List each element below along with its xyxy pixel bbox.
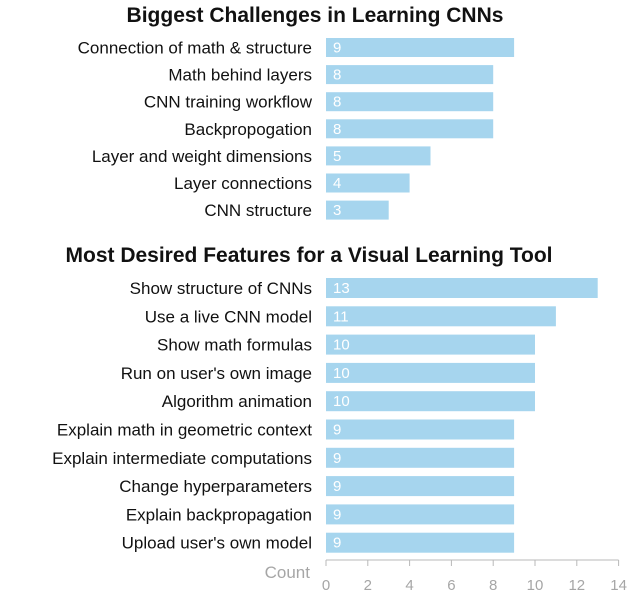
- chart-2-category-label: Algorithm animation: [162, 392, 312, 411]
- chart-2-bar: [326, 532, 515, 553]
- chart-1-value-label: 4: [333, 175, 341, 192]
- chart-2-bar: [326, 278, 598, 298]
- chart-2-bar: [326, 476, 515, 497]
- chart-2-bar: [326, 306, 556, 327]
- chart-2-bar: [326, 362, 535, 383]
- chart-1-category-label: Backpropogation: [184, 120, 312, 139]
- chart-2-value-label: 11: [333, 308, 349, 325]
- x-tick-label: 6: [447, 577, 455, 594]
- chart-2-value-label: 9: [333, 422, 341, 439]
- chart-1-bar: [326, 173, 410, 193]
- chart-2-plot: Show structure of CNNs 13 Use a live CNN m…: [52, 278, 598, 553]
- chart-1-category-label: Layer connections: [174, 174, 312, 193]
- chart-1-category-label: CNN structure: [204, 201, 312, 220]
- chart-1-value-label: 8: [333, 121, 341, 138]
- chart-2-value-label: 10: [333, 337, 350, 354]
- chart-2-bar: [326, 419, 515, 440]
- x-axis: Count 0 2 4 6 8 10 12 14: [265, 559, 627, 594]
- chart-2-value-label: 10: [333, 393, 350, 410]
- chart-1-value-label: 8: [333, 67, 341, 84]
- chart-2-category-label: Upload user's own model: [122, 534, 312, 553]
- chart-1-plot: Connection of math & structure 9 Math behi…: [78, 38, 515, 220]
- chart-2-value-label: 10: [333, 365, 350, 382]
- chart-2-bar: [326, 391, 535, 412]
- x-tick-label: 10: [527, 577, 544, 594]
- chart-2-category-label: Change hyperparameters: [119, 477, 312, 496]
- chart-1-title: Biggest Challenges in Learning CNNs: [127, 4, 504, 27]
- x-tick-label: 2: [364, 577, 372, 594]
- chart-1-bar: [326, 38, 515, 57]
- x-tick-label: 4: [405, 577, 413, 594]
- chart-2-value-label: 9: [333, 478, 341, 495]
- chart-1-category-label: Layer and weight dimensions: [92, 147, 312, 166]
- chart-2-value-label: 9: [333, 535, 341, 552]
- chart-1-value-label: 5: [333, 148, 341, 165]
- chart-2-category-label: Show math formulas: [157, 336, 312, 355]
- chart-1-bar: [326, 65, 494, 85]
- chart-2-category-label: Run on user's own image: [121, 364, 312, 383]
- x-tick-label: 12: [568, 577, 585, 594]
- chart-2-value-label: 9: [333, 506, 341, 523]
- chart-2-bar: [326, 334, 535, 355]
- chart-1-category-label: CNN training workflow: [144, 93, 313, 112]
- x-tick-label: 14: [610, 577, 627, 594]
- x-tick-label: 0: [322, 577, 330, 594]
- chart-1-bar: [326, 119, 494, 139]
- chart-2-category-label: Show structure of CNNs: [130, 279, 312, 298]
- chart-2-bar: [326, 504, 515, 525]
- chart-2-bar: [326, 447, 515, 468]
- chart-1-bar: [326, 92, 494, 112]
- chart-2-category-label: Explain backpropagation: [126, 505, 312, 524]
- chart-2-category-label: Explain intermediate computations: [52, 449, 312, 468]
- chart-1-category-label: Connection of math & structure: [78, 39, 312, 58]
- x-axis-label: Count: [265, 563, 311, 582]
- chart-2-category-label: Explain math in geometric context: [57, 421, 312, 440]
- chart-1-bar: [326, 200, 389, 220]
- chart-1-value-label: 9: [333, 40, 341, 57]
- x-tick-label: 8: [489, 577, 497, 594]
- chart-1-category-label: Math behind layers: [168, 66, 312, 85]
- chart-1-value-label: 3: [333, 202, 341, 219]
- chart-2-category-label: Use a live CNN model: [145, 307, 312, 326]
- chart-2-value-label: 13: [333, 280, 350, 297]
- chart-2-title: Most Desired Features for a Visual Learn…: [66, 244, 553, 267]
- chart-1-value-label: 8: [333, 94, 341, 111]
- chart-2-value-label: 9: [333, 450, 341, 467]
- chart-1-bar: [326, 146, 431, 166]
